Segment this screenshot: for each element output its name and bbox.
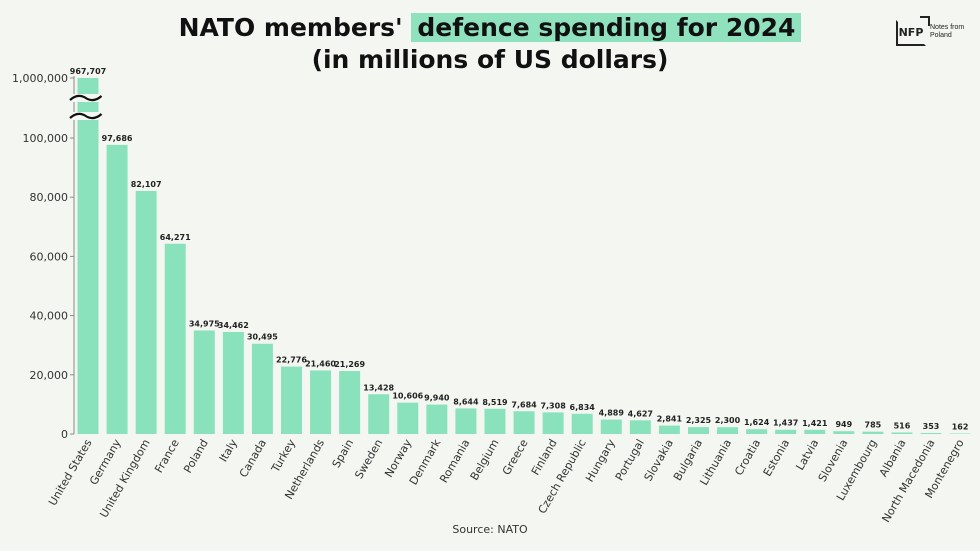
- title-line-1: NATO members' defence spending for 2024: [0, 12, 980, 44]
- logo-mark: NFP: [896, 16, 930, 46]
- category-label: United States: [46, 437, 95, 508]
- bar: [397, 402, 419, 434]
- data-label: 34,975: [189, 319, 220, 328]
- data-label: 967,707: [70, 67, 106, 76]
- data-label: 34,462: [218, 321, 249, 330]
- source-note: Source: NATO: [452, 523, 528, 536]
- bar: [426, 404, 448, 434]
- y-tick-label: 20,000: [30, 369, 69, 382]
- category-label: Belgium: [468, 437, 502, 483]
- axis-break-mark: [69, 94, 103, 102]
- nfp-logo: NFP Notes from Poland: [896, 16, 976, 50]
- category-label: Turkey: [268, 437, 298, 476]
- bar: [717, 427, 739, 434]
- data-label: 353: [923, 422, 940, 431]
- y-tick-label: 80,000: [30, 191, 69, 204]
- data-label: 6,834: [570, 403, 596, 412]
- data-label: 10,606: [392, 392, 423, 401]
- data-label: 949: [835, 420, 852, 429]
- category-label: Latvia: [793, 437, 821, 473]
- bar: [193, 330, 215, 434]
- bar: [513, 411, 535, 434]
- bar: [862, 431, 884, 434]
- category-label: Canada: [237, 437, 269, 480]
- data-label: 516: [894, 421, 911, 430]
- bar: [920, 432, 942, 434]
- bar: [280, 366, 302, 434]
- y-tick-label: 0: [61, 428, 68, 441]
- data-label: 30,495: [247, 333, 278, 342]
- data-label: 21,460: [305, 359, 336, 368]
- title-line-2: (in millions of US dollars): [311, 45, 669, 74]
- bar: [891, 432, 913, 434]
- title-highlight: defence spending for 2024: [411, 13, 802, 42]
- bar: [251, 343, 273, 434]
- data-label: 9,940: [424, 394, 450, 403]
- bar: [77, 78, 99, 434]
- category-label: Italy: [217, 437, 240, 465]
- data-label: 1,624: [744, 418, 770, 427]
- data-label: 21,269: [334, 360, 365, 369]
- bar: [222, 331, 244, 434]
- bar: [135, 190, 157, 434]
- bar: [164, 243, 186, 434]
- title-prefix: NATO members': [178, 13, 403, 42]
- category-label: Albania: [877, 437, 909, 479]
- category-label: North Macedonia: [879, 437, 937, 525]
- data-label: 2,300: [715, 416, 741, 425]
- y-tick-label: 60,000: [30, 250, 69, 263]
- bar: [455, 408, 477, 434]
- data-label: 8,644: [453, 397, 479, 406]
- bar: [571, 413, 593, 434]
- data-label: 97,686: [102, 134, 133, 143]
- category-label: Greece: [500, 437, 531, 478]
- data-label: 785: [865, 421, 882, 430]
- data-label: 64,271: [160, 233, 191, 242]
- data-label: 1,421: [802, 419, 828, 428]
- bar: [339, 371, 361, 434]
- data-label: 4,627: [628, 409, 653, 418]
- chart-title: NATO members' defence spending for 2024 …: [0, 12, 980, 76]
- bar: [106, 144, 128, 435]
- bar: [310, 370, 332, 434]
- category-label: Finland: [529, 437, 560, 478]
- logo-text-line-1: Notes from: [930, 24, 965, 31]
- bar: [484, 408, 506, 434]
- category-label: Spain: [330, 437, 357, 470]
- y-tick-label: 1,000,000: [12, 72, 68, 85]
- bar: [600, 419, 622, 434]
- logo-text-line-2: Poland: [930, 32, 952, 39]
- y-tick-label: 100,000: [23, 132, 69, 145]
- category-label: Croatia: [732, 437, 763, 478]
- bar: [687, 427, 709, 434]
- y-tick-label: 40,000: [30, 310, 69, 323]
- axis-break-mark: [69, 112, 103, 120]
- bar: [746, 429, 768, 434]
- bar: [833, 431, 855, 434]
- bar: [804, 429, 826, 434]
- category-label: France: [152, 437, 182, 475]
- bar: [658, 425, 680, 434]
- bar: [542, 412, 564, 434]
- bar: [775, 429, 797, 434]
- data-label: 2,325: [686, 416, 712, 425]
- category-label: Norway: [382, 437, 414, 480]
- category-label: Estonia: [761, 437, 793, 479]
- data-label: 2,841: [657, 415, 683, 424]
- data-label: 1,437: [773, 419, 798, 428]
- category-label: Poland: [181, 437, 211, 475]
- category-label: Sweden: [352, 437, 385, 481]
- bar: [629, 420, 651, 434]
- data-label: 7,308: [540, 401, 566, 410]
- data-label: 7,684: [511, 400, 537, 409]
- data-label: 22,776: [276, 356, 307, 365]
- data-label: 4,889: [599, 409, 625, 418]
- logo-text: Notes from Poland: [930, 24, 964, 40]
- data-label: 13,428: [363, 383, 394, 392]
- data-label: 8,519: [482, 398, 508, 407]
- data-label: 162: [952, 423, 969, 432]
- bar: [368, 394, 390, 434]
- data-label: 82,107: [131, 180, 162, 189]
